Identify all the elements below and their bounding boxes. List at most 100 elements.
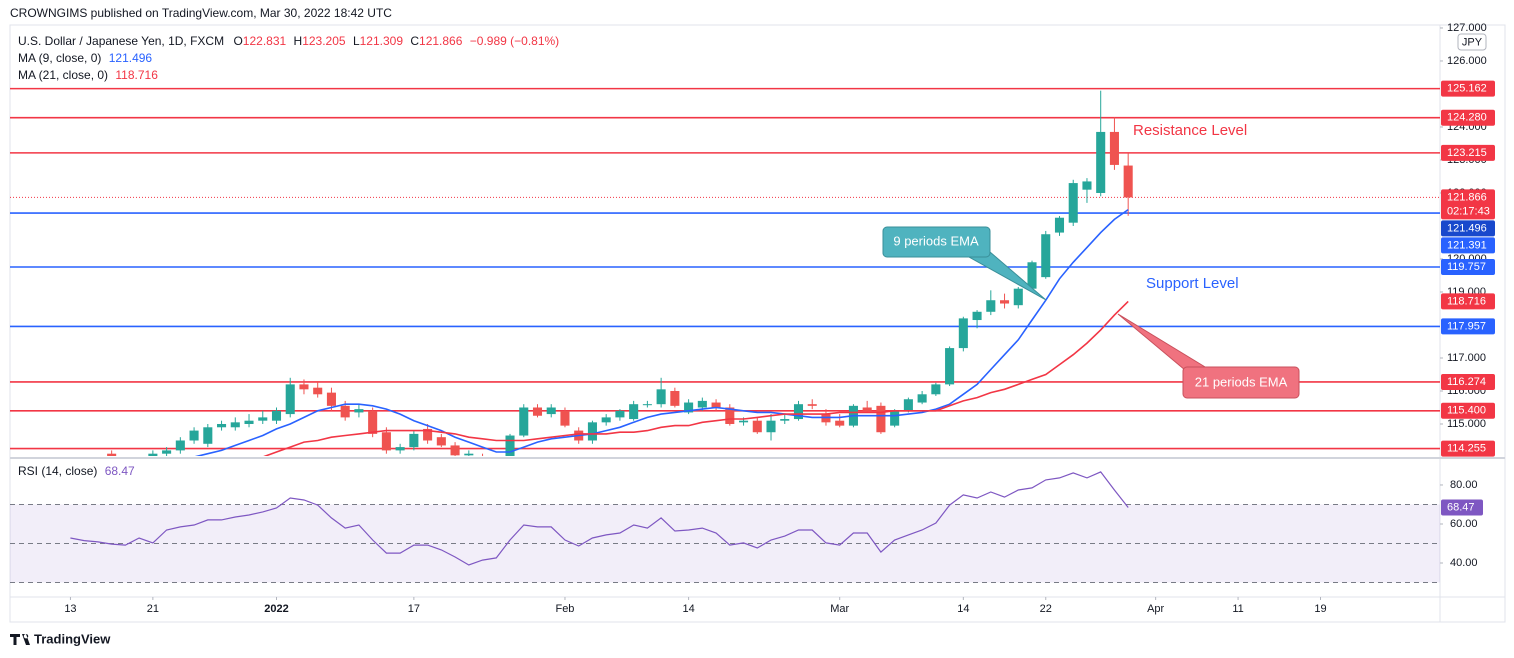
rsi-pane bbox=[10, 471, 1440, 584]
ma-name: MA (9, close, 0) bbox=[18, 51, 101, 65]
ohlc-value: 121.866 bbox=[419, 34, 463, 48]
price-label: 114.255 bbox=[1447, 442, 1486, 454]
x-tick-label: 13 bbox=[64, 603, 76, 615]
price-label-box bbox=[1441, 237, 1495, 254]
candle-body bbox=[821, 414, 831, 423]
candle-body bbox=[876, 405, 886, 433]
candle-body bbox=[505, 435, 515, 456]
candle-body bbox=[684, 402, 694, 413]
candle-body bbox=[423, 428, 433, 441]
moving-average bbox=[263, 300, 1129, 456]
ohlc-key: C bbox=[410, 34, 419, 48]
candle-body bbox=[285, 384, 295, 415]
currency: JPY bbox=[1462, 36, 1483, 48]
price-label: 124.280 bbox=[1447, 112, 1487, 124]
candle-body bbox=[546, 407, 556, 415]
x-tick-label: 22 bbox=[1040, 603, 1052, 615]
footer-brand: TradingView bbox=[34, 631, 111, 646]
x-tick-label: 14 bbox=[957, 603, 969, 615]
x-tick-label: 2022 bbox=[264, 603, 288, 615]
ohlc-key: O bbox=[233, 34, 242, 48]
candle-body bbox=[340, 405, 350, 418]
candle-body bbox=[642, 404, 652, 406]
x-tick-label: 17 bbox=[408, 603, 420, 615]
candle-body bbox=[697, 400, 707, 408]
logo bbox=[10, 634, 30, 645]
price-label: 123.215 bbox=[1447, 147, 1487, 159]
candle-body bbox=[615, 410, 625, 418]
price-label: 115.400 bbox=[1447, 405, 1486, 417]
price-label: 125.162 bbox=[1447, 83, 1487, 95]
callout-pointer bbox=[1117, 313, 1212, 371]
ohlc-key: H bbox=[294, 34, 303, 48]
candle-body bbox=[217, 423, 227, 428]
candle-body bbox=[1123, 165, 1133, 198]
candle-body bbox=[381, 432, 391, 451]
rsi-value-label: 68.47 bbox=[1447, 501, 1475, 513]
ohlc-value: 121.309 bbox=[360, 34, 404, 48]
candle-body bbox=[1000, 300, 1010, 304]
x-tick-label: Feb bbox=[555, 603, 574, 615]
x-tick-label: Apr bbox=[1147, 603, 1164, 615]
candle-body bbox=[313, 387, 323, 395]
y-tick-label: 60.00 bbox=[1450, 518, 1478, 530]
price-label-box bbox=[1441, 373, 1495, 390]
candle-body bbox=[890, 410, 900, 426]
ohlc-value: 123.205 bbox=[302, 34, 346, 48]
candle-body bbox=[203, 427, 213, 444]
candle-body bbox=[1041, 234, 1051, 278]
candle-body bbox=[409, 433, 419, 448]
ma-value: 121.496 bbox=[109, 51, 153, 65]
price-label-box bbox=[1441, 80, 1495, 97]
y-tick-label: 115.000 bbox=[1447, 418, 1486, 430]
price-label-box bbox=[1441, 402, 1495, 419]
ma-legend: MA (21, close, 0) 118.716 bbox=[18, 68, 158, 82]
candle-body bbox=[629, 404, 639, 420]
candle-body bbox=[587, 422, 597, 441]
countdown: 02:17:43 bbox=[1447, 205, 1490, 217]
candle-body bbox=[958, 318, 968, 349]
candle-body bbox=[1109, 131, 1119, 165]
candle-body bbox=[175, 440, 185, 451]
candle-body bbox=[725, 407, 735, 424]
candle-body bbox=[436, 437, 446, 446]
candle-body bbox=[299, 384, 309, 390]
candle-body bbox=[492, 464, 501, 467]
candle-body bbox=[464, 453, 474, 456]
candle-body bbox=[326, 392, 336, 406]
rsi-legend: RSI (14, close) 68.47 bbox=[18, 464, 135, 478]
candle-body bbox=[271, 410, 282, 421]
x-tick-label: 11 bbox=[1232, 603, 1243, 615]
candle-body bbox=[766, 420, 776, 433]
ma-value: 118.716 bbox=[115, 68, 158, 82]
price-label-box bbox=[1441, 318, 1495, 335]
price-label-box bbox=[1441, 144, 1495, 161]
annotation: Support Level bbox=[1146, 275, 1239, 292]
price-label-box bbox=[1441, 293, 1495, 310]
ma-name: MA (21, close, 0) bbox=[18, 68, 108, 82]
candle-body bbox=[107, 453, 117, 456]
ma-legend: MA (9, close, 0) 121.496 bbox=[18, 51, 152, 65]
candle-body bbox=[1096, 131, 1106, 193]
publish-header: CROWNGIMS published on TradingView.com, … bbox=[10, 6, 392, 20]
candle-body bbox=[945, 348, 955, 385]
candle-body bbox=[917, 394, 927, 403]
price-label-box bbox=[1441, 220, 1495, 237]
callout-box bbox=[1182, 366, 1300, 399]
chart-frame bbox=[9, 24, 1506, 623]
candle-body bbox=[670, 390, 680, 406]
price-label-box bbox=[1441, 259, 1495, 276]
price-label: 119.757 bbox=[1447, 261, 1486, 273]
y-tick-label: 127.000 bbox=[1447, 22, 1487, 34]
price-label: 116.274 bbox=[1447, 376, 1486, 388]
y-tick-label: 117.000 bbox=[1447, 352, 1486, 364]
rsi-name: RSI (14, close) bbox=[18, 464, 97, 478]
candle-body bbox=[1013, 288, 1023, 306]
candle-body bbox=[780, 419, 790, 421]
candle-body bbox=[601, 417, 611, 423]
candle-body bbox=[189, 430, 199, 441]
candle-body bbox=[368, 410, 378, 434]
candle-body bbox=[1082, 181, 1092, 190]
callout-box bbox=[882, 226, 991, 258]
